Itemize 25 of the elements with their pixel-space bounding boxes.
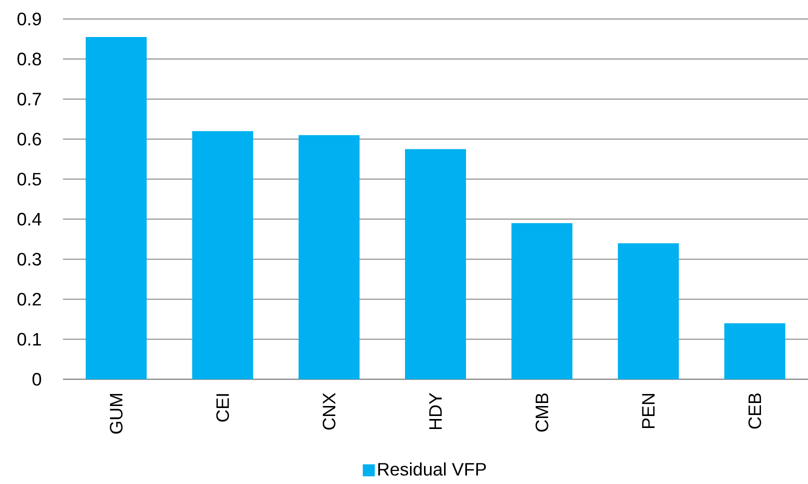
y-tick-label: 0.7 — [17, 92, 41, 106]
bar — [405, 149, 466, 380]
bar — [298, 135, 360, 380]
bar — [86, 37, 147, 380]
x-tick-label: CNX — [322, 392, 336, 430]
bar — [192, 131, 254, 380]
x-tick-label: CMB — [536, 393, 548, 432]
x-tick-label: CEB — [748, 393, 762, 429]
y-tick-label: 0.6 — [17, 132, 42, 146]
x-tick-label: PEN — [642, 394, 655, 428]
bar — [511, 223, 572, 380]
y-tick-label: 0.4 — [17, 212, 42, 226]
x-tick-label: GUM — [110, 394, 123, 434]
y-tick-label: 0.8 — [17, 52, 42, 66]
y-tick-label: 0 — [32, 372, 42, 386]
y-tick-label: 0.1 — [17, 332, 41, 346]
bar — [618, 243, 679, 380]
y-tick-label: 0.5 — [17, 172, 42, 186]
x-tick-label: CEI — [216, 394, 230, 422]
bar — [724, 323, 786, 380]
y-tick-label: 0.2 — [17, 292, 41, 306]
y-tick-label: 0.9 — [17, 12, 41, 26]
y-tick-label: 0.3 — [17, 252, 42, 266]
x-tick-label: HDY — [429, 392, 442, 430]
legend-label: Residual VFP — [378, 462, 486, 476]
